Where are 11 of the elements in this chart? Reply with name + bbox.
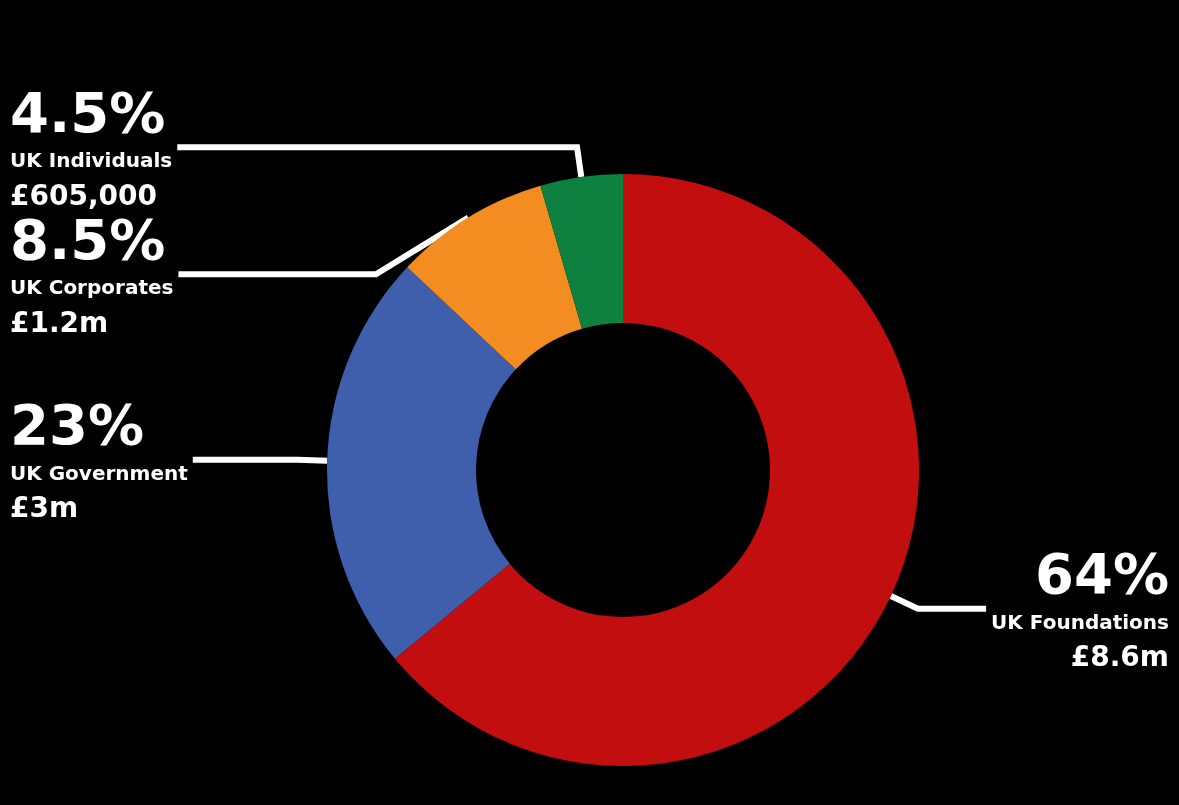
text: £1.2m xyxy=(10,305,109,339)
slice-label: UK Foundations xyxy=(991,609,1169,634)
text: £3m xyxy=(10,491,79,525)
text: £8.6m xyxy=(1070,640,1169,674)
data-label: 4.5% xyxy=(10,79,166,145)
slice-label: UK Corporates xyxy=(10,275,174,300)
text: £605,000 xyxy=(10,178,158,212)
slice-label: UK Government xyxy=(10,460,189,485)
slice-label: UK Individuals xyxy=(10,148,173,173)
data-label: 23% xyxy=(10,392,145,458)
data-label: 64% xyxy=(1034,541,1169,607)
